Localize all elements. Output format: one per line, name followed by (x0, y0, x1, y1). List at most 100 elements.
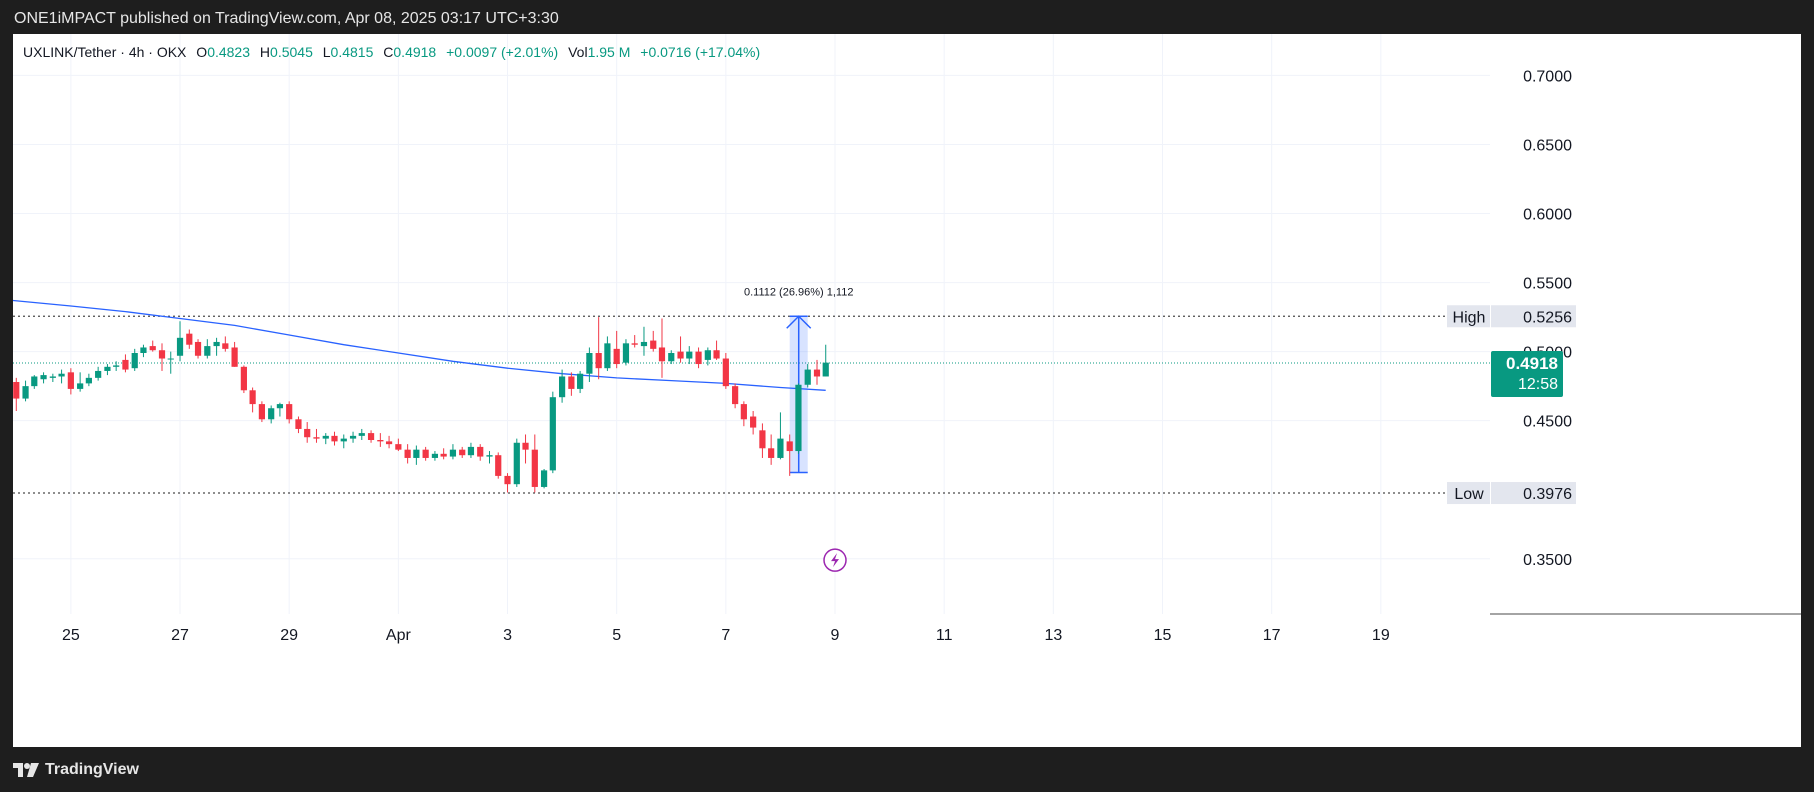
candle-body (558, 376, 566, 398)
x-tick-label: 7 (721, 627, 730, 644)
candle-body (395, 444, 402, 450)
candle-body (413, 449, 420, 458)
candle-body (85, 377, 92, 384)
candle-body (459, 449, 466, 456)
candle (349, 431, 357, 443)
x-tick-label: 3 (503, 627, 512, 644)
candle-body (677, 351, 684, 359)
candle-body (658, 347, 666, 362)
candle-body (331, 435, 338, 442)
low-tag-bg (1447, 482, 1490, 505)
y-tick-label: 0.4500 (1523, 414, 1572, 431)
candle-body (22, 386, 29, 399)
lightning-bolt (831, 553, 840, 568)
candle-body (650, 340, 657, 349)
candle (304, 422, 311, 443)
candle (586, 347, 593, 382)
candle-body (740, 404, 747, 420)
chart-legend: UXLINK/Tether · 4h · OKX O0.4823 H0.5045… (23, 44, 760, 60)
candle (622, 339, 630, 366)
legend-volume-label: Vol (568, 44, 588, 60)
candle-body (377, 440, 384, 442)
candle-body (276, 404, 284, 409)
candle-body (231, 347, 238, 367)
candle-body (122, 359, 129, 370)
high-tag-label: High (1453, 309, 1486, 326)
moving-average-line (13, 299, 826, 391)
candle (49, 373, 56, 382)
legend-change: +0.0097 (+2.01%) (446, 44, 559, 60)
candle (313, 428, 320, 443)
candle-body (149, 346, 156, 351)
candle (140, 344, 147, 358)
candle (722, 353, 729, 389)
top-bar: ONE1iMPACT published on TradingView.com,… (0, 0, 1814, 34)
candle (85, 373, 92, 387)
tradingview-brand: TradingView (45, 761, 139, 778)
legend-high-label: H (259, 44, 271, 60)
candle-body (77, 383, 84, 389)
candle-body (404, 449, 411, 458)
candle (650, 330, 657, 352)
candle (531, 434, 538, 493)
candle (522, 434, 529, 464)
candle-body (486, 455, 493, 457)
candle-body (204, 346, 211, 356)
candle-body (759, 430, 766, 449)
candle-body (49, 376, 56, 378)
candle (695, 347, 702, 369)
candle (276, 402, 284, 417)
candle (759, 423, 766, 458)
candle-body (167, 358, 174, 360)
candle (777, 412, 784, 460)
candle-body (822, 362, 829, 377)
candle (40, 372, 47, 384)
candle-body (613, 348, 620, 365)
candle (431, 451, 439, 461)
y-tick-label: 0.7000 (1523, 68, 1572, 85)
candle (558, 369, 566, 403)
candle-body (186, 333, 193, 345)
candle-body (58, 373, 65, 377)
price-chart[interactable]: 0.1112 (26.96%) 1,112 0.7000 0.6500 0.6000 0… (13, 34, 1801, 747)
candle-body (240, 366, 247, 391)
candle (768, 434, 775, 465)
candle-body (258, 404, 265, 420)
y-tick-label: 0.6500 (1523, 137, 1572, 154)
legend-close-value: 0.4918 (393, 44, 437, 60)
candle (449, 444, 457, 460)
candle-body (104, 366, 111, 371)
candle-body (440, 453, 447, 457)
candle-body (213, 341, 220, 347)
candle (595, 317, 602, 380)
legend-symbol[interactable]: UXLINK/Tether · 4h · OKX (23, 44, 187, 60)
chart-frame[interactable]: 0.1112 (26.96%) 1,112 0.7000 0.6500 0.6000 0… (13, 34, 1801, 747)
candle (577, 370, 584, 394)
candle (513, 438, 520, 487)
candle (740, 401, 747, 427)
candle (95, 366, 102, 381)
candle (613, 330, 620, 369)
high-value-label: 0.5256 (1523, 309, 1572, 326)
candle (440, 448, 447, 460)
candle (495, 452, 502, 479)
candle-body (622, 343, 630, 363)
candle-body (577, 373, 584, 389)
candle (658, 318, 666, 378)
published-text: ONE1iMPACT published on TradingView.com,… (14, 10, 559, 27)
candle-body (176, 337, 184, 356)
candle (540, 469, 548, 489)
candle (322, 433, 329, 445)
candle-body (449, 449, 457, 457)
candle-body (586, 353, 593, 374)
candle-body (549, 397, 556, 471)
legend-low-label: L (322, 44, 331, 60)
candle-body (522, 442, 529, 450)
candle (158, 343, 166, 371)
candle (213, 337, 220, 356)
candle-body (313, 437, 320, 439)
candle (713, 340, 720, 360)
candle-body (286, 404, 293, 420)
candle-body (95, 370, 102, 378)
tradingview-logo[interactable]: TradingView (13, 761, 139, 779)
